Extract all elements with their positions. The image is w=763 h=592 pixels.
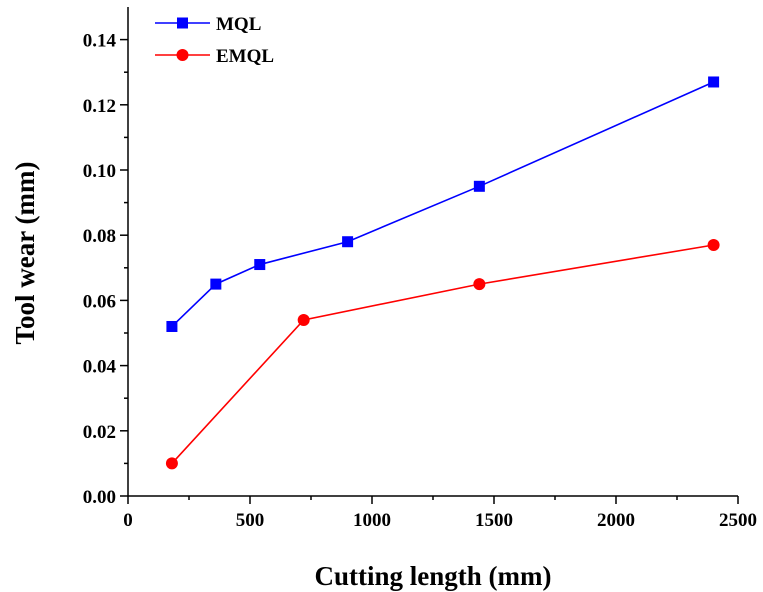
y-tick-label: 0.04: [83, 357, 117, 378]
series-mql: [166, 76, 720, 332]
data-point-mql: [342, 236, 354, 248]
y-axis-ticks: 0.00 0.02 0.04 0.06 0.08 0.10 0.12 0.14: [83, 31, 128, 508]
y-tick-label: 0.06: [83, 291, 116, 312]
legend-label-emql: EMQL: [216, 46, 274, 67]
y-tick-label: 0.00: [83, 487, 116, 508]
x-tick-label: 0: [123, 510, 133, 531]
x-axis-ticks: 0 500 1000 1500 2000 2500: [123, 496, 757, 531]
y-tick-label: 0.08: [83, 226, 116, 247]
data-point-mql: [210, 278, 222, 290]
y-tick-label: 0.10: [83, 161, 116, 182]
legend-label-mql: MQL: [216, 14, 261, 35]
y-tick-label: 0.14: [83, 31, 117, 52]
legend-item-mql: MQL: [155, 14, 261, 35]
legend: MQL EMQL: [155, 14, 274, 67]
x-tick-label: 1500: [475, 510, 513, 531]
x-axis-title: Cutting length (mm): [315, 561, 552, 591]
series-emql: [165, 238, 720, 470]
data-point-emql: [473, 278, 486, 291]
legend-marker-mql: [177, 17, 188, 29]
series-line-emql: [171, 244, 714, 464]
x-tick-label: 2500: [719, 510, 757, 531]
data-point-mql: [473, 180, 485, 192]
data-point-emql: [297, 313, 310, 326]
series-line-mql: [171, 81, 714, 328]
data-point-mql: [254, 259, 266, 271]
y-axis-title: Tool wear (mm): [10, 162, 40, 345]
x-tick-label: 2000: [597, 510, 635, 531]
data-point-mql: [166, 320, 178, 332]
x-tick-label: 1000: [353, 510, 391, 531]
y-tick-label: 0.02: [83, 422, 116, 443]
axes: [127, 7, 738, 497]
data-point-emql: [165, 457, 178, 470]
x-tick-label: 500: [236, 510, 265, 531]
data-point-mql: [708, 76, 720, 88]
legend-item-emql: EMQL: [155, 46, 274, 67]
legend-marker-emql: [176, 49, 189, 61]
y-tick-label: 0.12: [83, 96, 116, 117]
series-layer: [165, 76, 720, 470]
data-point-emql: [707, 238, 720, 251]
